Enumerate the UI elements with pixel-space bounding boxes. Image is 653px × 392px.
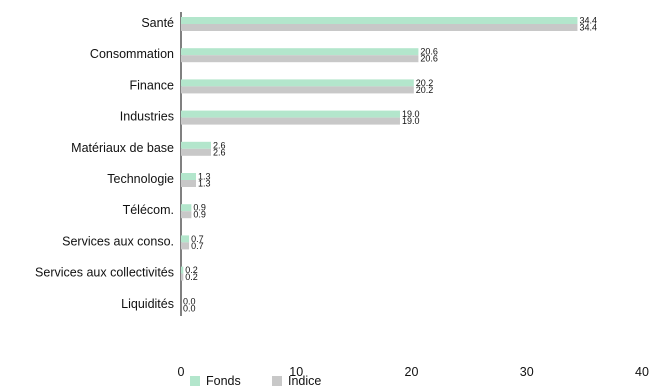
bar-fonds [181, 110, 400, 118]
bar-indice [181, 55, 419, 63]
bar-fonds [181, 204, 192, 212]
category-label: Liquidités [121, 297, 174, 311]
data-label-fonds: 2.6 [213, 140, 226, 150]
data-label-indice: 0.7 [191, 241, 204, 251]
data-label-fonds: 20.2 [416, 78, 434, 88]
data-label-indice: 1.3 [198, 179, 211, 189]
bar-indice [181, 273, 184, 281]
data-label-indice: 20.6 [420, 54, 438, 64]
bars-layer [181, 17, 578, 281]
bar-indice [181, 86, 414, 94]
category-label: Consommation [90, 47, 174, 61]
bar-fonds [181, 173, 196, 180]
category-label: Santé [141, 16, 174, 30]
category-label: Finance [130, 78, 175, 92]
category-label: Matériaux de base [71, 141, 174, 155]
x-tick-label: 20 [405, 365, 419, 379]
data-label-indice: 0.0 [183, 303, 196, 313]
category-label: Services aux conso. [62, 234, 174, 248]
bar-fonds [181, 235, 190, 243]
x-tick-label: 30 [520, 365, 534, 379]
bar-fonds [181, 141, 211, 149]
data-label-indice: 0.9 [193, 210, 206, 220]
category-label: Industries [120, 110, 174, 124]
data-label-indice: 2.6 [213, 147, 226, 157]
bar-indice [181, 117, 400, 125]
bar-indice [181, 24, 578, 31]
category-label: Services aux collectivités [35, 266, 174, 280]
data-label-indice: 19.0 [402, 116, 420, 126]
legend: Fonds Indice [190, 374, 321, 388]
data-label-fonds: 34.4 [579, 16, 597, 26]
x-tick-label: 0 [178, 365, 185, 379]
legend-swatch-indice [272, 376, 282, 386]
category-label: Télécom. [123, 203, 174, 217]
legend-swatch-fonds [190, 376, 200, 386]
bar-fonds [181, 48, 419, 56]
bar-indice [181, 180, 196, 187]
bar-fonds [181, 79, 414, 87]
legend-label-fonds: Fonds [206, 374, 241, 388]
data-label-fonds: 20.6 [420, 47, 438, 57]
data-label-indice: 34.4 [579, 23, 597, 33]
data-label-fonds: 19.0 [402, 109, 420, 119]
data-label-fonds: 0.0 [183, 296, 196, 306]
x-tick-label: 10 [289, 365, 303, 379]
data-label-indice: 0.2 [185, 272, 198, 282]
data-label-fonds: 0.2 [185, 265, 198, 275]
bar-fonds [181, 17, 578, 24]
bar-fonds [181, 266, 184, 274]
bar-indice [181, 242, 190, 250]
legend-label-indice: Indice [288, 374, 321, 388]
data-label-fonds: 0.9 [193, 203, 206, 213]
labels-layer: Santé 34.434.4 Consommation 20.620.6 Finance… [35, 16, 597, 314]
data-label-indice: 20.2 [416, 85, 434, 95]
category-label: Technologie [107, 172, 174, 186]
data-label-fonds: 1.3 [198, 172, 211, 182]
bar-indice [181, 148, 211, 156]
data-label-fonds: 0.7 [191, 234, 204, 244]
axis-layer: 0 10 20 30 40 [178, 12, 649, 379]
bar-indice [181, 211, 192, 219]
x-tick-label: 40 [635, 365, 649, 379]
